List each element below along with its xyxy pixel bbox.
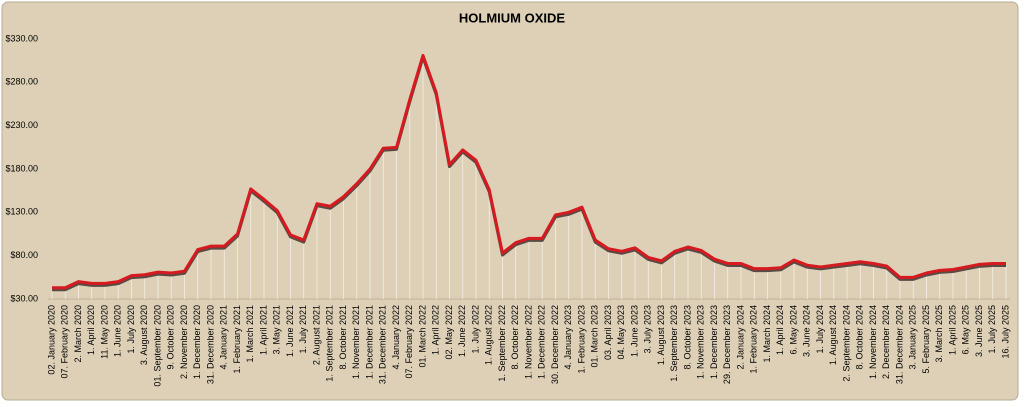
x-tick-label: 01. March 2023 (590, 305, 600, 368)
x-tick-label: 1. February 2021 (232, 305, 242, 374)
x-tick-label: 1. February 2024 (749, 305, 759, 374)
y-tick-label: $30.00 (10, 293, 38, 303)
line-shadow (52, 55, 1006, 292)
x-tick-label: 01. March 2022 (417, 305, 427, 368)
x-tick-label: 1. November 2021 (351, 305, 361, 379)
y-tick-label: $230.00 (5, 120, 38, 130)
x-tick-label: 1. April 2022 (431, 305, 441, 355)
x-tick-label: 11. May 2020 (99, 305, 109, 359)
x-tick-label: 1. August 2022 (484, 305, 494, 365)
x-tick-label: 8. October 2022 (510, 305, 520, 370)
x-tick-label: 1. September 2023 (669, 305, 679, 382)
x-tick-label: 01. September 2020 (152, 305, 162, 387)
x-tick-label: 1. June 2020 (113, 305, 123, 357)
x-tick-label: 1. July 2021 (298, 305, 308, 354)
x-tick-label: 2. August 2021 (311, 305, 321, 365)
line (52, 53, 1006, 290)
x-tick-label: 2. November 2020 (179, 305, 189, 379)
x-tick-label: 6. May 2024 (788, 305, 798, 355)
x-tick-label: 1. December 2023 (709, 305, 719, 379)
x-tick-label: 31. December 2024 (894, 305, 904, 384)
y-tick-label: $330.00 (5, 33, 38, 43)
x-tick-label: 1. July 2022 (470, 305, 480, 354)
x-tick-label: 1. April 2021 (258, 305, 268, 355)
x-tick-label: 07. February 2020 (60, 305, 70, 379)
x-tick-label: 1. March 2021 (245, 305, 255, 363)
x-tick-label: 1. August 2023 (656, 305, 666, 365)
chart-area (1, 1, 1019, 401)
x-tick-label: 1. April 2020 (86, 305, 96, 355)
x-tick-label: 1. December 2020 (192, 305, 202, 379)
x-tick-label: 1. September 2021 (325, 305, 335, 382)
y-tick-label: $280.00 (5, 77, 38, 87)
x-tick-label: 1. June 2023 (629, 305, 639, 357)
x-tick-label: 02. January 2020 (46, 305, 56, 375)
y-tick-label: $130.00 (5, 207, 38, 217)
x-tick-label: 8. October 2021 (338, 305, 348, 370)
x-tick-label: 3. January 2025 (908, 305, 918, 370)
x-tick-label: 3. March 2025 (934, 305, 944, 363)
x-tick-label: 31. December 2020 (205, 305, 215, 384)
x-tick-label: 1. November 2023 (696, 305, 706, 379)
x-tick-label: 1. April 2024 (775, 305, 785, 355)
x-tick-label: 6. May 2025 (961, 305, 971, 355)
x-tick-label: 16. July 2025 (1000, 305, 1010, 359)
x-tick-label: 4. January 2022 (391, 305, 401, 370)
x-tick-label: 2. December 2024 (881, 305, 891, 379)
x-tick-label: 1. November 2022 (523, 305, 533, 379)
x-tick-label: 8. October 2024 (855, 305, 865, 370)
x-tick-label: 3. June 2024 (802, 305, 812, 357)
x-tick-label: 2. January 2024 (735, 305, 745, 370)
x-tick-label: 9. October 2020 (166, 305, 176, 370)
x-tick-label: 1. August 2024 (828, 305, 838, 365)
x-tick-label: 1. July 2025 (987, 305, 997, 354)
x-tick-label: 3. July 2023 (643, 305, 653, 354)
x-tick-label: 07. February 2022 (404, 305, 414, 379)
x-tick-label: 29. December 2023 (722, 305, 732, 384)
x-tick-label: 1. July 2020 (126, 305, 136, 354)
x-tick-label: 1. July 2024 (815, 305, 825, 354)
x-tick-label: 5. February 2025 (921, 305, 931, 374)
x-tick-label: 1. December 2022 (537, 305, 547, 379)
x-tick-label: 04. May 2023 (616, 305, 626, 360)
x-tick-label: 1. March 2024 (762, 305, 772, 363)
x-tick-label: 2. March 2020 (73, 305, 83, 363)
x-tick-label: 4. January 2021 (219, 305, 229, 370)
x-tick-label: 03. April 2023 (603, 305, 613, 360)
x-tick-label: 8. October 2023 (682, 305, 692, 370)
chart-title: HOLMIUM OXIDE (459, 10, 565, 25)
x-tick-label: 3. August 2020 (139, 305, 149, 365)
x-tick-label: 2. September 2024 (841, 305, 851, 382)
x-tick-label: 1. February 2023 (576, 305, 586, 374)
x-tick-label: 1. June 2022 (457, 305, 467, 357)
x-tick-label: 1. June 2021 (285, 305, 295, 357)
x-tick-label: 1. December 2021 (364, 305, 374, 379)
x-tick-label: 4. January 2023 (563, 305, 573, 370)
x-tick-label: 30. December 2022 (550, 305, 560, 384)
x-tick-label: 02. May 2022 (444, 305, 454, 360)
y-tick-label: $80.00 (10, 250, 38, 260)
x-tick-label: 1. April 2025 (947, 305, 957, 355)
y-tick-label: $180.00 (5, 163, 38, 173)
x-tick-label: 3. May 2021 (272, 305, 282, 355)
x-tick-label: 31. December 2021 (378, 305, 388, 384)
x-tick-label: 1. November 2024 (868, 305, 878, 379)
x-tick-label: 3. June 2025 (974, 305, 984, 357)
x-tick-label: 1. September 2022 (497, 305, 507, 382)
